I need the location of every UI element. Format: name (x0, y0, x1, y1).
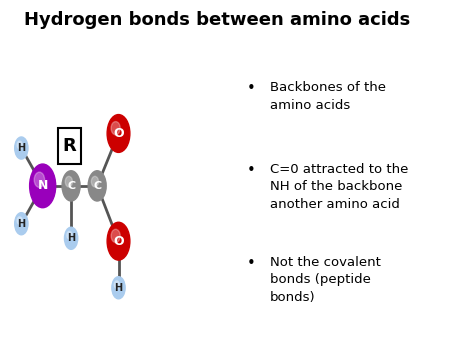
Ellipse shape (29, 164, 55, 208)
Text: O: O (113, 127, 124, 140)
Text: H: H (17, 143, 26, 153)
Text: O: O (113, 235, 124, 248)
Ellipse shape (67, 231, 72, 239)
Ellipse shape (111, 229, 120, 242)
Text: Not the covalent
bonds (peptide
bonds): Not the covalent bonds (peptide bonds) (270, 256, 381, 304)
Ellipse shape (91, 176, 99, 187)
Ellipse shape (107, 115, 130, 152)
Text: Backbones of the
amino acids: Backbones of the amino acids (270, 81, 386, 111)
Text: H: H (114, 283, 123, 293)
Text: H: H (67, 233, 75, 243)
Text: •: • (246, 163, 255, 178)
Text: C=0 attracted to the
NH of the backbone
another amino acid: C=0 attracted to the NH of the backbone … (270, 163, 409, 211)
Text: C: C (93, 181, 101, 191)
Ellipse shape (88, 171, 106, 201)
Ellipse shape (34, 172, 45, 187)
Ellipse shape (107, 222, 130, 260)
Ellipse shape (64, 227, 78, 249)
Ellipse shape (15, 213, 28, 235)
Ellipse shape (17, 217, 22, 224)
Text: •: • (246, 256, 255, 271)
Text: R: R (63, 137, 76, 155)
Text: H: H (17, 219, 26, 229)
Ellipse shape (15, 137, 28, 159)
Ellipse shape (111, 121, 120, 135)
Ellipse shape (17, 141, 22, 149)
Text: Hydrogen bonds between amino acids: Hydrogen bonds between amino acids (24, 11, 410, 29)
FancyBboxPatch shape (58, 128, 81, 164)
Ellipse shape (112, 277, 125, 299)
Ellipse shape (62, 171, 80, 201)
Text: •: • (246, 81, 255, 96)
Ellipse shape (114, 281, 119, 289)
Text: N: N (37, 179, 48, 192)
Ellipse shape (65, 176, 73, 187)
Text: C: C (67, 181, 75, 191)
